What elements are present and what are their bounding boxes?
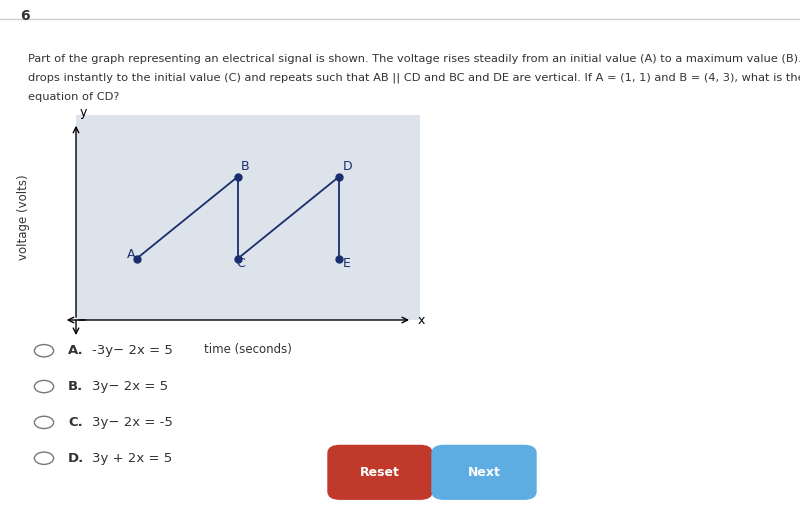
Text: time (seconds): time (seconds): [204, 343, 292, 356]
Text: voltage (volts): voltage (volts): [18, 175, 30, 261]
Text: equation of CD?: equation of CD?: [28, 92, 119, 102]
Text: A: A: [126, 248, 135, 261]
Text: Reset: Reset: [360, 466, 400, 479]
Text: A.: A.: [68, 344, 84, 357]
Text: Next: Next: [467, 466, 501, 479]
Text: C.: C.: [68, 416, 82, 429]
Text: 6: 6: [20, 9, 30, 24]
Text: 3y− 2x = 5: 3y− 2x = 5: [92, 380, 168, 393]
Text: E: E: [343, 257, 351, 270]
Text: y: y: [80, 106, 87, 119]
Text: drops instantly to the initial value (C) and repeats such that AB || CD and BC a: drops instantly to the initial value (C)…: [28, 73, 800, 83]
Text: 3y + 2x = 5: 3y + 2x = 5: [92, 452, 172, 465]
Text: C: C: [236, 257, 245, 270]
Text: B.: B.: [68, 380, 83, 393]
Text: 3y− 2x = -5: 3y− 2x = -5: [92, 416, 173, 429]
Text: D: D: [342, 160, 352, 173]
Text: B: B: [241, 160, 250, 173]
Text: -3y− 2x = 5: -3y− 2x = 5: [92, 344, 173, 357]
Text: Part of the graph representing an electrical signal is shown. The voltage rises : Part of the graph representing an electr…: [28, 54, 800, 64]
Text: x: x: [418, 313, 426, 327]
Text: D.: D.: [68, 452, 84, 465]
